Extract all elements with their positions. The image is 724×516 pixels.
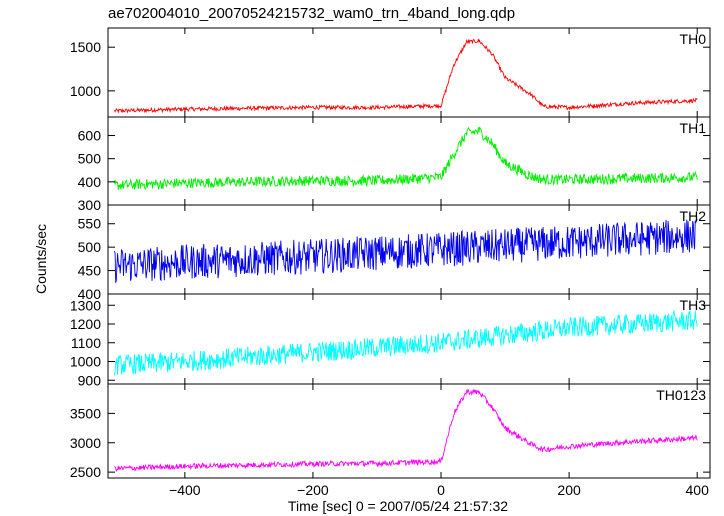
x-tick-label: −200 (297, 482, 329, 498)
panels: 1000 1500 TH0 300 400 500 600 TH1 400 450 500 550 TH… (70, 27, 711, 498)
panel-frame-th0123 (107, 383, 711, 479)
panel-label-th1: TH1 (680, 120, 707, 136)
panel-frame-th1 (107, 116, 711, 206)
y-axis-label: Counts/sec (33, 224, 49, 294)
x-tick-label: −400 (169, 482, 201, 498)
panel-label-th0: TH0 (680, 31, 707, 47)
y-tick-label: 1500 (70, 39, 101, 55)
y-tick-label: 500 (78, 151, 102, 167)
x-axis-label: Time [sec] 0 = 2007/05/24 21:57:32 (288, 498, 508, 514)
y-tick-label: 2500 (70, 464, 101, 480)
panel-label-th2: TH2 (680, 208, 707, 224)
y-tick-label: 3500 (70, 405, 101, 421)
x-tick-label: 400 (686, 482, 710, 498)
x-tick-label: 200 (557, 482, 581, 498)
series-line-th0123 (114, 388, 698, 473)
y-tick-label: 900 (78, 372, 102, 388)
y-tick-label: 450 (78, 263, 102, 279)
y-tick-label: 1300 (70, 297, 101, 313)
y-tick-label: 1100 (71, 335, 101, 351)
y-tick-label: 600 (78, 128, 102, 144)
y-tick-label: 1000 (70, 354, 101, 370)
y-tick-label: 400 (78, 174, 102, 190)
series-line-th3 (113, 309, 698, 376)
y-tick-label: 3000 (70, 435, 101, 451)
chart-title: ae702004010_20070524215732_wam0_trn_4ban… (108, 5, 515, 22)
series-line-th1 (113, 126, 698, 191)
panel-label-th0123: TH0123 (656, 387, 706, 403)
y-tick-label: 300 (78, 197, 102, 213)
y-tick-label: 1000 (70, 83, 101, 99)
x-tick-label: 0 (437, 482, 445, 498)
series-line-th0 (114, 38, 698, 114)
series-line-th2 (113, 218, 698, 283)
y-tick-label: 500 (78, 239, 102, 255)
y-tick-label: 1200 (70, 316, 101, 332)
y-tick-label: 400 (78, 286, 102, 302)
panel-label-th3: TH3 (680, 297, 707, 313)
y-tick-label: 550 (78, 216, 102, 232)
